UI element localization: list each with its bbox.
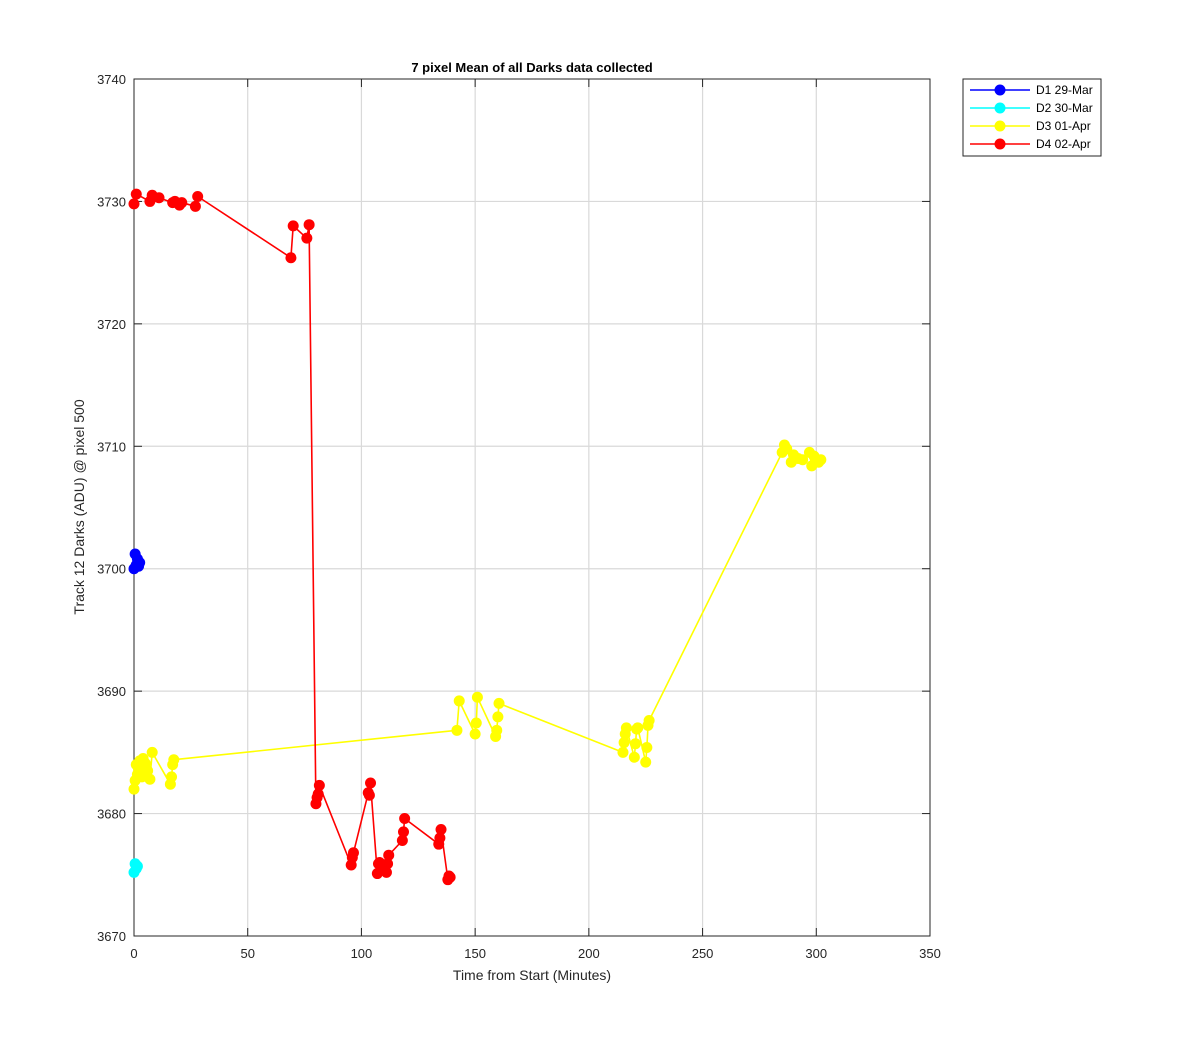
x-tick-label: 350 <box>919 946 941 961</box>
data-point <box>312 788 324 800</box>
y-tick-label: 3700 <box>97 562 126 577</box>
series-4 <box>128 188 456 886</box>
data-point <box>628 751 640 763</box>
legend-marker <box>994 138 1006 150</box>
data-point <box>128 198 140 210</box>
x-axis-label: Time from Start (Minutes) <box>453 967 611 983</box>
data-point <box>146 746 158 758</box>
legend-label: D3 01-Apr <box>1036 119 1091 133</box>
legend-label: D4 02-Apr <box>1036 137 1091 151</box>
legend-label: D1 29-Mar <box>1036 83 1093 97</box>
series-2 <box>128 858 143 878</box>
data-point <box>313 779 325 791</box>
x-tick-label: 150 <box>464 946 486 961</box>
data-point <box>363 789 375 801</box>
x-tick-label: 0 <box>130 946 137 961</box>
y-tick-label: 3710 <box>97 439 126 454</box>
x-tick-label: 100 <box>351 946 373 961</box>
y-tick-label: 3680 <box>97 807 126 822</box>
data-point <box>365 777 377 789</box>
data-point <box>444 871 456 883</box>
data-point <box>815 454 827 466</box>
data-point <box>176 197 188 209</box>
y-tick-label: 3740 <box>97 72 126 87</box>
data-point <box>451 724 463 736</box>
data-point <box>434 832 446 844</box>
data-point <box>643 715 655 727</box>
x-tick-label: 300 <box>805 946 827 961</box>
data-point <box>285 252 297 264</box>
y-tick-label: 3720 <box>97 317 126 332</box>
legend-marker <box>994 84 1006 96</box>
series-line <box>133 193 451 881</box>
data-point <box>492 711 504 723</box>
y-axis-label: Track 12 Darks (ADU) @ pixel 500 <box>71 399 87 614</box>
legend: D1 29-Mar D2 30-Mar D3 01-Apr D4 02-Apr <box>962 78 1102 157</box>
data-point <box>189 200 201 212</box>
data-point <box>134 557 146 569</box>
x-tick-label: 200 <box>578 946 600 961</box>
data-point <box>471 691 483 703</box>
data-point <box>469 728 481 740</box>
data-point <box>380 866 392 878</box>
data-point <box>620 722 632 734</box>
data-point <box>641 741 653 753</box>
plot-area-frame <box>133 78 931 937</box>
series-3 <box>128 439 827 795</box>
data-point <box>491 724 503 736</box>
y-tick-label: 3690 <box>97 684 126 699</box>
data-point <box>166 771 178 783</box>
series-group <box>128 188 827 886</box>
data-point <box>632 722 644 734</box>
data-point <box>130 188 142 200</box>
data-point <box>131 860 143 872</box>
data-point <box>640 756 652 768</box>
data-point <box>301 232 313 244</box>
legend-marker <box>994 120 1006 132</box>
data-point <box>398 826 410 838</box>
y-tick-label: 3670 <box>97 929 126 944</box>
data-point <box>144 773 156 785</box>
data-point <box>797 454 809 466</box>
data-point <box>168 754 180 766</box>
data-point <box>142 765 154 777</box>
series-1 <box>128 548 146 575</box>
data-point <box>629 738 641 750</box>
chart-title: 7 pixel Mean of all Darks data collected <box>411 60 652 75</box>
axis-ticks: 0 50 100 150 200 250 300 350 3670 3680 3690 3700 371… <box>97 72 941 961</box>
data-point <box>303 219 315 231</box>
data-point <box>396 835 408 847</box>
data-point <box>382 858 394 870</box>
data-point <box>453 695 465 707</box>
grid-lines <box>134 79 930 936</box>
x-tick-label: 50 <box>240 946 254 961</box>
data-point <box>383 849 395 861</box>
data-point <box>153 192 165 204</box>
data-point <box>435 823 447 835</box>
data-point <box>192 191 204 203</box>
legend-marker <box>994 102 1006 114</box>
data-point <box>399 812 411 824</box>
x-tick-label: 250 <box>692 946 714 961</box>
data-point <box>470 717 482 729</box>
data-point <box>347 847 359 859</box>
data-point <box>617 746 629 758</box>
data-point <box>128 783 140 795</box>
y-tick-label: 3730 <box>97 194 126 209</box>
data-point <box>618 737 630 749</box>
data-point <box>287 220 299 232</box>
legend-box <box>962 78 1102 157</box>
data-point <box>493 697 505 709</box>
legend-label: D2 30-Mar <box>1036 101 1093 115</box>
